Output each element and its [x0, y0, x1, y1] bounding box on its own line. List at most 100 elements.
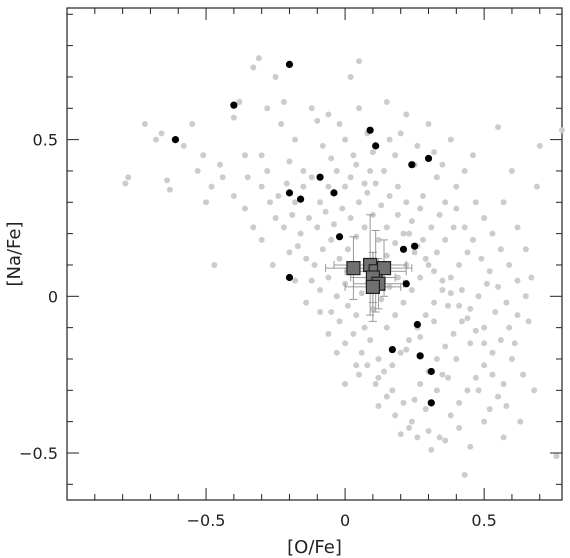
grey-point [342, 381, 349, 388]
grey-point [456, 261, 463, 268]
square-point [365, 279, 380, 295]
grey-point [470, 236, 477, 243]
grey-point [333, 167, 340, 174]
grey-point [308, 277, 315, 284]
grey-point [158, 130, 165, 137]
grey-point [361, 180, 368, 187]
grey-point [353, 161, 360, 168]
grey-point [361, 224, 368, 231]
grey-point [394, 274, 401, 281]
grey-point [447, 412, 454, 419]
grey-point [500, 381, 507, 388]
grey-point [336, 120, 343, 127]
x-tick-label-neg05: −0.5 [187, 511, 226, 530]
grey-point [350, 152, 357, 159]
black-point [372, 142, 380, 150]
grey-point [272, 214, 279, 221]
grey-point [378, 296, 385, 303]
grey-point [433, 355, 440, 362]
grey-point [367, 167, 374, 174]
grey-point [280, 99, 287, 106]
grey-point [472, 199, 479, 206]
grey-point [289, 211, 296, 218]
grey-point [439, 287, 446, 294]
grey-point [294, 243, 301, 250]
grey-point [433, 387, 440, 394]
black-point [335, 233, 344, 241]
grey-point [442, 199, 449, 206]
square-series [346, 257, 392, 295]
grey-point [283, 180, 290, 187]
grey-point [497, 337, 504, 344]
grey-point [355, 105, 362, 112]
grey-point [467, 305, 474, 312]
black-point [427, 367, 435, 376]
grey-point [381, 368, 388, 375]
black-point [413, 320, 421, 329]
grey-point [305, 214, 312, 221]
y-tick-label-0: 0 [48, 287, 58, 306]
grey-point [369, 149, 376, 156]
black-point [402, 280, 410, 288]
grey-point [255, 55, 262, 62]
grey-point [456, 302, 463, 309]
grey-point [422, 406, 429, 413]
grey-point [358, 290, 365, 297]
grey-point [411, 396, 418, 403]
grey-point [308, 105, 315, 112]
grey-point [392, 240, 399, 247]
grey-point [258, 236, 265, 243]
grey-point [408, 218, 415, 225]
grey-point [461, 167, 468, 174]
grey-point [417, 334, 424, 341]
grey-point [464, 315, 471, 322]
grey-point [166, 186, 173, 193]
grey-point [200, 152, 207, 159]
grey-point [322, 208, 329, 215]
grey-point [297, 230, 304, 237]
grey-point [500, 199, 507, 206]
grey-point [503, 299, 510, 306]
black-point [171, 136, 180, 144]
grey-point [244, 174, 251, 181]
grey-point [439, 277, 446, 284]
grey-point [439, 161, 446, 168]
grey-point [397, 130, 404, 137]
grey-point [439, 371, 446, 378]
grey-point [325, 183, 332, 190]
grey-point [280, 224, 287, 231]
grey-point [358, 349, 365, 356]
grey-point [450, 330, 457, 337]
plot-frame [66, 7, 563, 501]
grey-point [433, 249, 440, 256]
grey-point [433, 174, 440, 181]
grey-point [406, 230, 413, 237]
grey-point [219, 174, 226, 181]
grey-point [406, 337, 413, 344]
grey-point [508, 167, 515, 174]
y-tick-label-05: 0.5 [33, 131, 58, 150]
grey-point [533, 183, 540, 190]
grey-point [344, 302, 351, 309]
grey-point [375, 236, 382, 243]
black-point [424, 154, 433, 163]
grey-point [431, 299, 438, 306]
grey-point [336, 318, 343, 325]
grey-point [525, 318, 532, 325]
grey-point [211, 261, 218, 268]
grey-point [453, 355, 460, 362]
grey-point [317, 199, 324, 206]
grey-point [375, 402, 382, 409]
grey-point [308, 174, 315, 181]
grey-point [364, 362, 371, 369]
grey-point [189, 120, 196, 127]
grey-point [241, 152, 248, 159]
black-point [408, 161, 416, 169]
grey-point [417, 274, 424, 281]
black-point [427, 399, 435, 407]
grey-point [342, 183, 349, 190]
grey-point [230, 193, 237, 200]
axis-ticks [67, 8, 562, 500]
grey-point [481, 340, 488, 347]
